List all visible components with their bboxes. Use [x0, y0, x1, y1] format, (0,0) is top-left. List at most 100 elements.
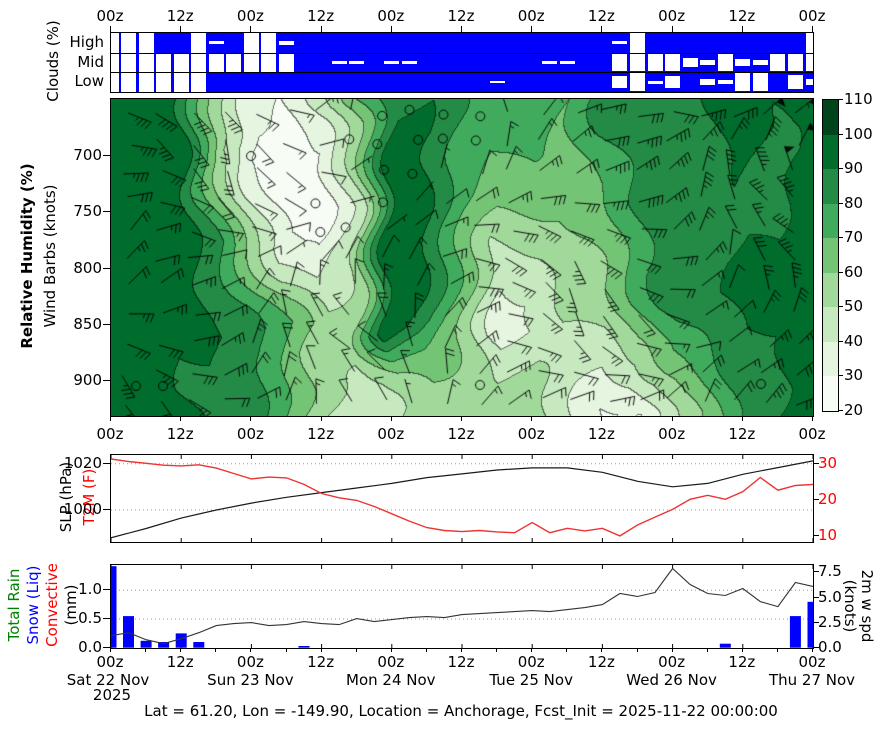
cloud-clear-block — [138, 72, 154, 92]
date-axis-minor-tick — [566, 648, 568, 652]
pressure-tick-label: 850 — [73, 315, 102, 333]
date-axis-minor-tick — [145, 648, 147, 652]
top-axis-tick — [250, 26, 252, 32]
date-axis-minor-tick — [425, 648, 427, 652]
date-axis-tick — [461, 648, 462, 652]
cloud-clear-block — [121, 33, 137, 53]
time-tick-label: 00z — [236, 7, 264, 25]
cloud-row-label: Mid — [77, 52, 104, 71]
cloud-row-label: High — [69, 32, 104, 51]
date-label: Sat 22 Nov — [66, 671, 150, 689]
time-tick-label: 12z — [728, 425, 756, 443]
time-tick-label: 00z — [517, 425, 545, 443]
main-bottom-tick — [601, 416, 603, 421]
cloud-clear-block — [208, 52, 224, 73]
date-axis-minor-tick — [776, 648, 778, 652]
rh-cross-section-panel — [110, 98, 814, 417]
colorbar-segment — [823, 134, 838, 170]
snow-bar — [111, 566, 117, 648]
snow-bar — [807, 601, 813, 648]
snow-bar — [193, 642, 205, 648]
time-tick-label: 12z — [447, 425, 475, 443]
cloud-clear-block — [612, 41, 628, 45]
cloud-clear-block — [384, 61, 400, 64]
windspd-tick — [813, 646, 819, 648]
time-tick-label: 00z — [236, 425, 264, 443]
cloud-clear-block — [717, 80, 733, 85]
colorbar-tick-label: 40 — [844, 331, 864, 350]
date-axis-tick — [601, 648, 603, 652]
time-tick-label: 00z — [658, 7, 686, 25]
time-tick-label: 12z — [166, 653, 194, 671]
cloud-clear-block — [191, 72, 207, 92]
precip-tick — [103, 589, 110, 591]
date-axis-minor-tick — [636, 648, 638, 652]
colorbar-tick — [838, 133, 843, 135]
wind-speed-right-label: 2m w spd — [858, 569, 876, 643]
cloud-clear-block — [787, 75, 803, 90]
cloud-clear-block — [111, 52, 119, 73]
cloud-clear-block — [111, 33, 119, 53]
cloud-clear-block — [805, 79, 813, 86]
time-tick-label: 00z — [517, 7, 545, 25]
time-tick-label: 12z — [307, 425, 335, 443]
top-axis-tick — [180, 26, 182, 32]
cloud-clear-block — [735, 73, 751, 91]
total-rain-ylabel: Total Rain — [5, 568, 23, 642]
cloud-clear-block — [770, 53, 786, 72]
time-tick-label: 00z — [377, 425, 405, 443]
wind-speed-right-label-units: (knots) — [841, 579, 859, 633]
time-tick-label: 00z — [658, 653, 686, 671]
rh-contour-wind-barbs-canvas — [111, 99, 813, 416]
snow-bar — [140, 640, 152, 648]
pressure-tick — [103, 155, 110, 156]
cloud-clear-block — [138, 33, 154, 53]
t2m-tick — [813, 535, 819, 537]
cloud-clear-block — [717, 53, 733, 72]
t2m-tick-label: 20 — [818, 490, 838, 508]
colorbar-segment — [823, 376, 838, 411]
time-tick-label: 00z — [658, 425, 686, 443]
top-axis-tick — [390, 26, 392, 32]
snow-bar — [175, 633, 187, 648]
cloud-clear-block — [752, 59, 768, 66]
colorbar-tick-label: 90 — [844, 159, 864, 178]
colorbar-tick-label: 50 — [844, 297, 864, 316]
pressure-tick-label: 900 — [73, 371, 102, 390]
cloud-clear-block — [612, 76, 628, 89]
cloud-clear-block — [612, 53, 628, 72]
windspd-tick-label: 0.0 — [818, 637, 842, 656]
date-axis-minor-tick — [215, 648, 217, 652]
colorbar-segment — [823, 307, 838, 342]
date-axis-tick — [250, 648, 252, 652]
clouds-panel — [110, 32, 814, 93]
colorbar-tick-label: 60 — [844, 262, 864, 281]
time-tick-label: 00z — [517, 653, 545, 671]
top-axis-tick — [320, 26, 322, 32]
precip-tick — [103, 618, 110, 619]
cloud-clear-block — [349, 61, 365, 64]
cloud-clear-block — [243, 52, 259, 73]
colorbar-segment — [823, 272, 838, 308]
time-tick-label: 12z — [447, 653, 475, 671]
slp-tick — [103, 509, 110, 510]
date-axis-tick — [320, 648, 322, 652]
date-axis-minor-tick — [355, 648, 357, 652]
time-tick-label: 12z — [166, 7, 194, 25]
date-axis-minor-tick — [706, 648, 708, 652]
cloud-clear-block — [805, 33, 813, 53]
main-bottom-tick — [390, 416, 392, 421]
top-axis-tick — [812, 26, 813, 32]
cloud-clear-block — [243, 33, 259, 53]
cloud-clear-block — [542, 61, 558, 64]
cloud-clear-block — [700, 59, 716, 66]
cloud-clear-block — [700, 79, 716, 86]
cloud-clear-block — [665, 76, 681, 89]
top-axis-tick — [601, 26, 603, 32]
colorbar-segment — [823, 100, 838, 135]
time-tick-label: 00z — [798, 7, 826, 25]
cloud-row-divider — [111, 52, 813, 54]
colorbar-tick — [838, 202, 843, 204]
colorbar-tick — [838, 340, 843, 342]
